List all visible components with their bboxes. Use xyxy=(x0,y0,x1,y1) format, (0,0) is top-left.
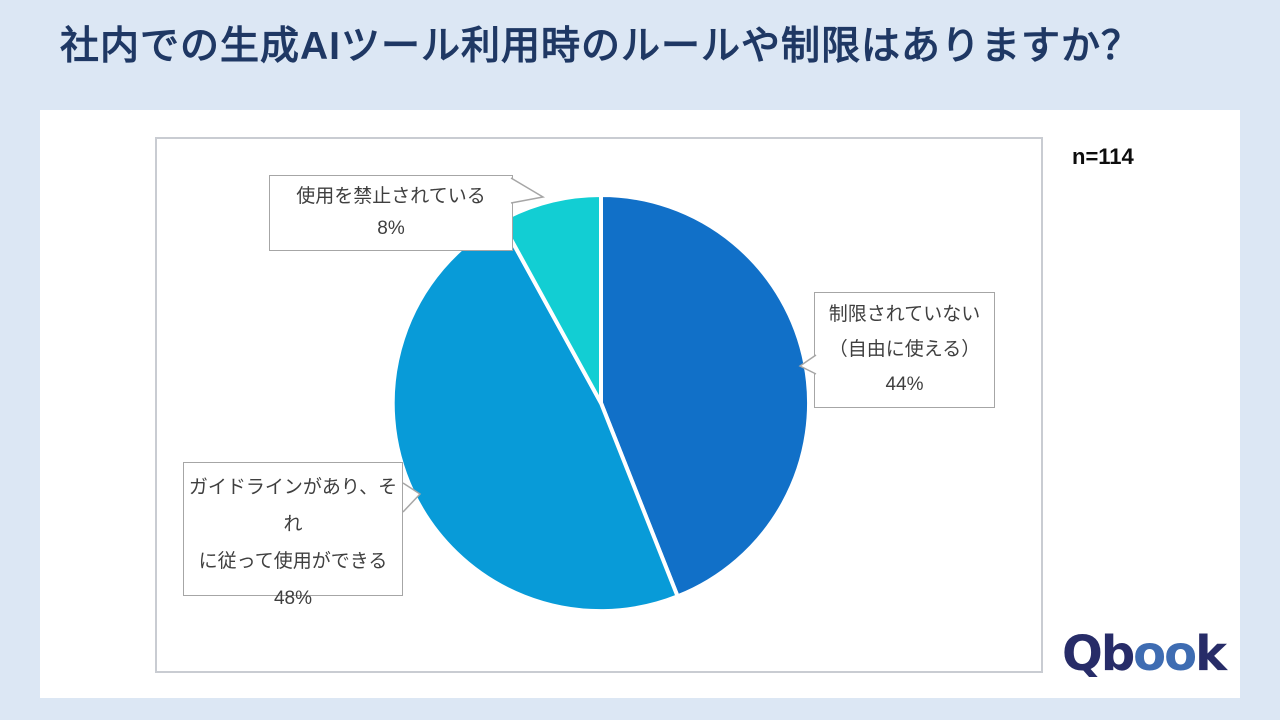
sample-size-label: n=114 xyxy=(1072,144,1134,169)
callout-guidelines-value: 48% xyxy=(273,588,313,609)
page-title: 社内での生成AIツール利用時のルールや制限はありますか？ xyxy=(60,25,1142,68)
qbook-logo-part2: b xyxy=(1100,626,1135,682)
callout-not-restricted-label2: （自由に使える） xyxy=(828,339,981,360)
callout-prohibited-label: 使用を禁止されている xyxy=(296,186,486,207)
callout-guidelines: ガイドラインがあり、それ に従って使用ができる 48% xyxy=(183,462,403,609)
callout-pointer-guidelines xyxy=(402,482,422,513)
callout-not-restricted: 制限されていない （自由に使える） 44% xyxy=(814,292,995,408)
qbook-logo: Qbook xyxy=(1062,626,1227,682)
callout-not-restricted-label1: 制限されていない xyxy=(828,304,981,325)
qbook-logo-part1: Q xyxy=(1062,626,1103,682)
callout-pointer-prohibited xyxy=(510,177,546,204)
callout-guidelines-label1: ガイドラインがあり、それ xyxy=(188,477,398,535)
callout-prohibited: 使用を禁止されている 8% xyxy=(269,175,513,251)
callout-guidelines-label2: に従って使用ができる xyxy=(198,551,388,572)
qbook-logo-part3: oo xyxy=(1133,626,1197,682)
callout-prohibited-value: 8% xyxy=(377,218,405,239)
callout-pointer-not-restricted xyxy=(798,354,817,375)
callout-not-restricted-value: 44% xyxy=(885,374,924,395)
qbook-logo-part4: k xyxy=(1195,626,1227,682)
